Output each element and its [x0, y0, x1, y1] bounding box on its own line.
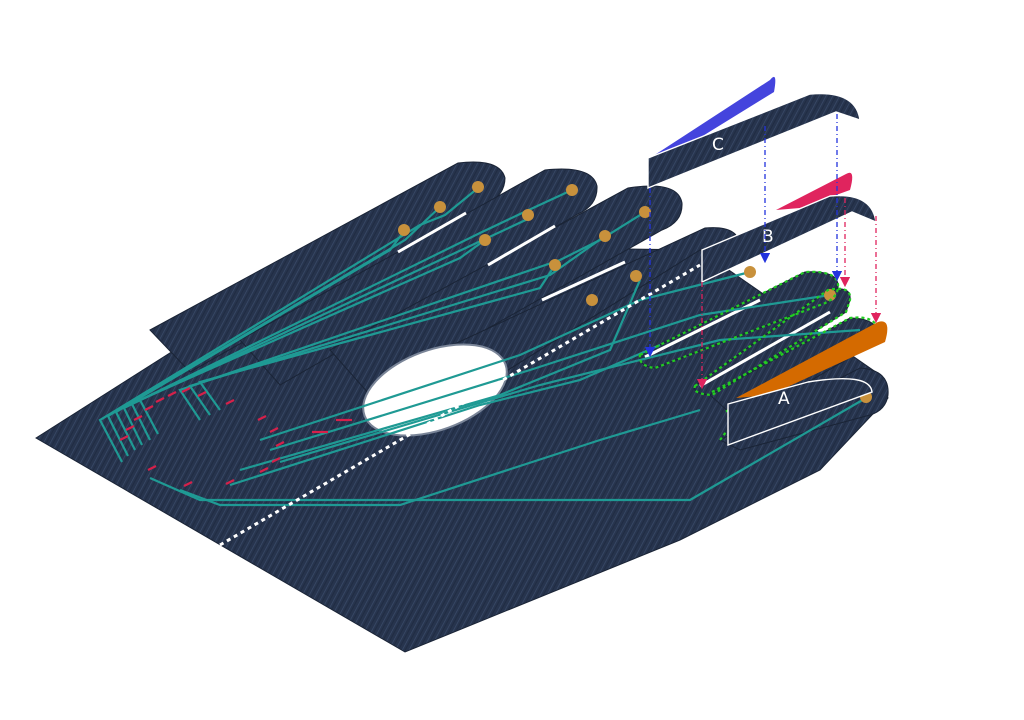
flap-a-body — [727, 377, 873, 447]
marker — [125, 425, 135, 431]
marker — [144, 405, 154, 411]
trace — [138, 239, 486, 435]
trace — [279, 328, 861, 464]
marker — [119, 435, 129, 441]
trace — [198, 264, 556, 411]
highlight-outlines — [638, 270, 880, 441]
sensor-pad — [599, 230, 611, 242]
assembly-arrows — [644, 114, 882, 390]
sensor-pad — [472, 181, 484, 193]
flap-b-accent-strip — [776, 172, 853, 210]
sensor-pads — [398, 181, 872, 403]
trace — [114, 229, 406, 451]
sensor-pad — [630, 270, 642, 282]
flap-b-label: B — [762, 227, 774, 247]
sensor-pad — [639, 206, 651, 218]
marker — [167, 391, 177, 397]
sensor-pad — [566, 184, 578, 196]
sensor-pad — [522, 209, 534, 221]
connector-markers — [119, 387, 352, 487]
marker — [155, 397, 165, 403]
trace — [259, 270, 751, 442]
sensor-pad — [434, 201, 446, 213]
trace — [122, 189, 573, 446]
finger-slit — [699, 310, 831, 388]
marker — [225, 479, 235, 485]
sensor-pad — [398, 224, 410, 236]
outline-lower — [711, 316, 880, 413]
marker — [257, 415, 267, 421]
flap-c-body — [647, 92, 861, 190]
flap-c-label: C — [712, 135, 724, 155]
marker — [259, 467, 269, 473]
flap-a: A — [727, 321, 888, 447]
flap-a-accent-strip — [736, 321, 888, 398]
sensor-pad — [586, 294, 598, 306]
marker — [275, 441, 285, 447]
sensor-pad — [479, 234, 491, 246]
finger-slit — [541, 260, 626, 302]
flap-b-body — [701, 194, 877, 284]
flap-b: B — [701, 172, 877, 284]
marker — [197, 391, 207, 397]
outline-tick — [719, 431, 727, 441]
sensor-pad — [549, 259, 561, 271]
marker — [183, 481, 193, 487]
trace — [178, 211, 646, 421]
flap-c-accent-strip — [650, 76, 776, 158]
trace — [269, 293, 831, 452]
outline-middle — [693, 287, 852, 397]
finger-slit — [487, 224, 556, 267]
marker — [181, 387, 191, 393]
trace — [149, 397, 867, 502]
marker — [225, 399, 235, 405]
marker — [147, 465, 157, 471]
sensor-pad — [744, 266, 756, 278]
trace — [239, 279, 642, 472]
flap-a-label: A — [778, 389, 790, 409]
marker — [271, 457, 281, 463]
trace — [188, 235, 606, 416]
finger-slit — [397, 211, 467, 254]
marker — [269, 427, 279, 433]
marker — [133, 415, 143, 421]
trace — [179, 408, 701, 507]
trace — [130, 217, 531, 441]
flap-c: C — [647, 76, 861, 190]
conductive-traces — [98, 187, 867, 507]
trace — [229, 343, 661, 487]
thumb-hole — [362, 343, 508, 437]
